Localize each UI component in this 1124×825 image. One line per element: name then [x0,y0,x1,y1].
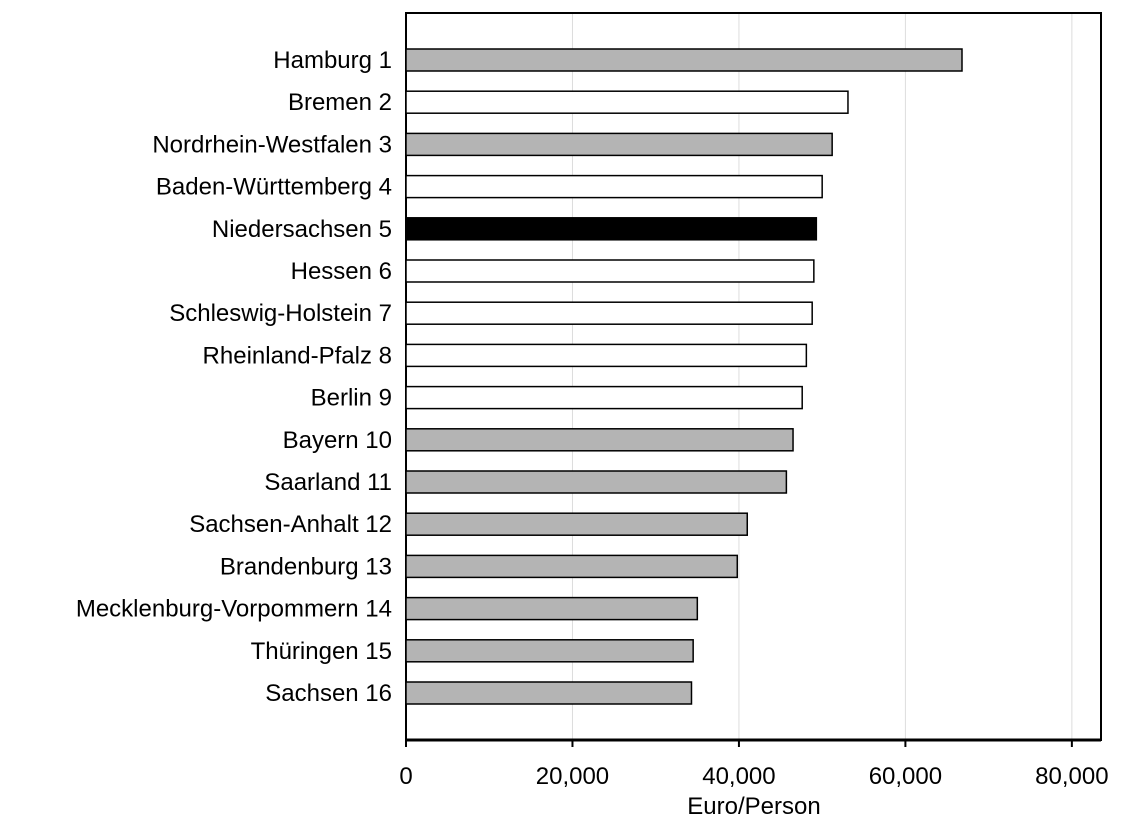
bar [405,681,693,705]
bar [405,554,739,579]
category-label: Sachsen-Anhalt 12 [189,511,392,538]
bar [405,132,833,157]
bar [405,301,813,325]
category-label: Saarland 11 [264,469,392,496]
bar [405,512,749,536]
x-tick-label: 60,000 [869,763,942,790]
x-tick-label: 80,000 [1035,763,1108,790]
x-ticks: 0 20,000 40,000 60,000 80,000 [399,740,1109,790]
x-tick-label: 20,000 [536,763,609,790]
bar [405,343,808,368]
category-label: Baden-Württemberg 4 [156,174,392,201]
plot-frame [405,12,1102,741]
gridlines [571,13,1073,740]
bar [405,428,794,452]
x-axis-label: Euro/Person [687,793,820,820]
category-labels: Hamburg 1 Bremen 2 Nordrhein-Westfalen 3 Ba… [76,47,392,707]
bar [405,639,694,663]
bar [405,217,818,241]
bar [405,259,815,283]
category-label: Bayern 10 [283,427,392,454]
bar [405,174,823,199]
category-label: Niedersachsen 5 [212,216,392,243]
category-label: Rheinland-Pfalz 8 [203,342,392,369]
bar [405,48,963,72]
bars [405,48,963,705]
category-label: Nordrhein-Westfalen 3 [152,131,392,158]
category-label: Thüringen 15 [251,638,392,665]
category-label: Bremen 2 [288,89,392,116]
x-tick-label: 0 [399,763,412,790]
x-tick-label: 40,000 [702,763,775,790]
category-label: Hamburg 1 [273,47,392,74]
bar [405,596,699,621]
category-label: Mecklenburg-Vorpommern 14 [76,596,392,623]
category-label: Sachsen 16 [265,680,392,707]
bar [405,90,849,114]
category-label: Brandenburg 13 [220,553,392,580]
category-label: Hessen 6 [291,258,392,285]
bar [405,385,803,410]
bar [405,470,788,494]
category-label: Berlin 9 [311,385,392,412]
category-label: Schleswig-Holstein 7 [169,300,392,327]
